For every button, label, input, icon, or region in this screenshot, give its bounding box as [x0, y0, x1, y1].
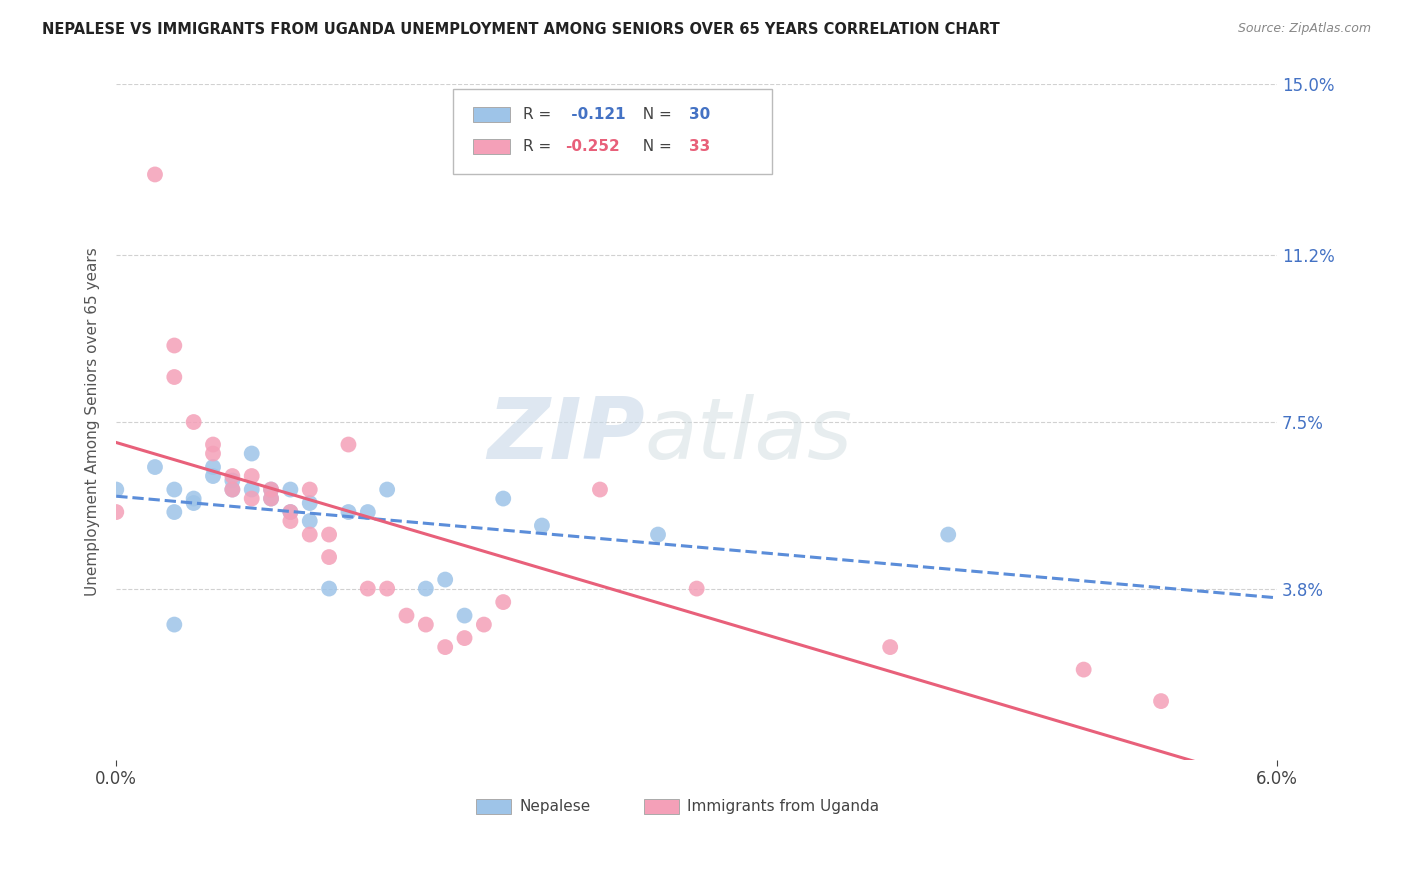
Text: Source: ZipAtlas.com: Source: ZipAtlas.com — [1237, 22, 1371, 36]
Point — [936, 527, 959, 541]
Text: -0.121: -0.121 — [565, 107, 626, 121]
Point — [357, 505, 380, 519]
Point — [453, 608, 475, 623]
Point — [375, 483, 398, 497]
Point — [183, 415, 205, 429]
Text: 33: 33 — [689, 139, 710, 154]
Point — [260, 491, 283, 506]
Text: R =: R = — [523, 107, 555, 121]
Point — [492, 491, 515, 506]
Point — [434, 573, 457, 587]
Text: 30: 30 — [689, 107, 710, 121]
Point — [1073, 663, 1095, 677]
Point — [240, 469, 263, 483]
Point — [260, 483, 283, 497]
Point — [240, 483, 263, 497]
Point — [280, 483, 302, 497]
Point — [1150, 694, 1173, 708]
Point — [298, 496, 321, 510]
Point — [415, 582, 437, 596]
Point — [143, 168, 166, 182]
Point — [105, 505, 128, 519]
Point — [472, 617, 495, 632]
Text: Immigrants from Uganda: Immigrants from Uganda — [688, 798, 880, 814]
Point — [415, 617, 437, 632]
Point — [221, 483, 243, 497]
Point — [221, 469, 243, 483]
Point — [337, 437, 360, 451]
Text: Nepalese: Nepalese — [519, 798, 591, 814]
Point — [318, 550, 340, 565]
Point — [647, 527, 669, 541]
Point — [686, 582, 709, 596]
Point — [105, 483, 128, 497]
Point — [298, 483, 321, 497]
Text: -0.252: -0.252 — [565, 139, 620, 154]
Point — [280, 514, 302, 528]
Text: N =: N = — [633, 139, 676, 154]
Point — [163, 370, 186, 384]
Point — [589, 483, 612, 497]
Bar — [477, 798, 510, 814]
Point — [280, 505, 302, 519]
Point — [183, 491, 205, 506]
Point — [163, 617, 186, 632]
Point — [453, 631, 475, 645]
Point — [318, 582, 340, 596]
Text: NEPALESE VS IMMIGRANTS FROM UGANDA UNEMPLOYMENT AMONG SENIORS OVER 65 YEARS CORR: NEPALESE VS IMMIGRANTS FROM UGANDA UNEMP… — [42, 22, 1000, 37]
Bar — [644, 798, 679, 814]
Point — [163, 483, 186, 497]
Point — [298, 514, 321, 528]
Point — [492, 595, 515, 609]
Point — [298, 527, 321, 541]
Point — [434, 640, 457, 654]
Bar — [472, 107, 510, 121]
Point — [221, 474, 243, 488]
Point — [202, 446, 225, 460]
Point — [280, 505, 302, 519]
Point — [260, 491, 283, 506]
Point — [530, 518, 553, 533]
Point — [318, 527, 340, 541]
Point — [163, 338, 186, 352]
Point — [375, 582, 398, 596]
Point — [240, 491, 263, 506]
Point — [221, 483, 243, 497]
Point — [395, 608, 418, 623]
Point — [202, 437, 225, 451]
Text: R =: R = — [523, 139, 555, 154]
Point — [202, 460, 225, 475]
Point — [163, 505, 186, 519]
Text: ZIP: ZIP — [486, 394, 644, 477]
Point — [143, 460, 166, 475]
FancyBboxPatch shape — [453, 89, 772, 174]
Text: atlas: atlas — [644, 394, 852, 477]
Point — [202, 469, 225, 483]
Y-axis label: Unemployment Among Seniors over 65 years: Unemployment Among Seniors over 65 years — [86, 248, 100, 597]
Point — [183, 496, 205, 510]
Point — [260, 483, 283, 497]
Point — [879, 640, 901, 654]
Point — [240, 446, 263, 460]
Text: N =: N = — [633, 107, 676, 121]
Bar — [472, 139, 510, 154]
Point — [357, 582, 380, 596]
Point — [337, 505, 360, 519]
